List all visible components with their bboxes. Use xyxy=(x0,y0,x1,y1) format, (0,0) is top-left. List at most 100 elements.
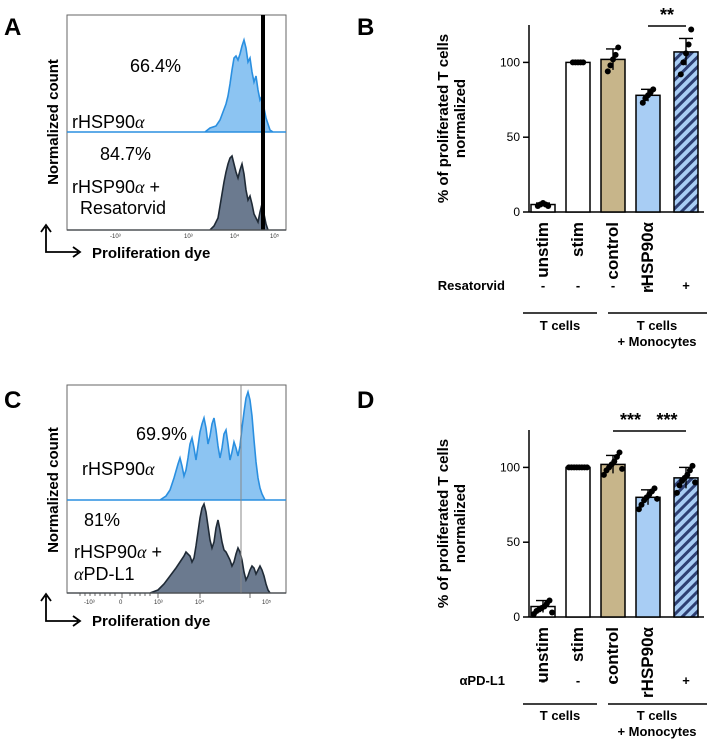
panel-b-category-label: rHSP90α xyxy=(638,221,657,292)
panel-b-ytick-label: 0 xyxy=(513,205,520,219)
panel-a-bottom-label: rHSP90α + xyxy=(72,177,160,197)
panel-a-xlabel: Proliferation dye xyxy=(92,245,210,262)
panel-c-tick-2: 0 xyxy=(119,600,123,606)
panel-d-bar xyxy=(673,477,699,618)
panel-letter-b: B xyxy=(357,14,374,41)
panel-c-tick-3: 10³ xyxy=(154,600,163,606)
panel-d-data-point xyxy=(684,471,691,478)
panel-c-top-label-greek: α xyxy=(145,459,155,479)
panel-d-data-point xyxy=(616,449,623,456)
panel-d-group-label: + Monocytes xyxy=(617,724,696,739)
panel-c-top-label: rHSP90α xyxy=(82,459,155,479)
panel-a-tick-4: 10⁵ xyxy=(270,233,280,240)
panel-c-bottom-label-line2: αPD-L1 xyxy=(74,564,134,584)
panel-d-data-point xyxy=(635,506,642,513)
panel-b-treatment-value: - xyxy=(541,278,545,293)
panel-a-bottom-percent: 84.7% xyxy=(100,144,151,164)
panel-d-data-point xyxy=(549,609,556,616)
panel-b-category-label: control xyxy=(603,222,622,280)
panel-a-top-percent: 66.4% xyxy=(130,56,181,76)
panel-c-tick-marks xyxy=(79,593,251,598)
panel-c-top-histogram xyxy=(67,389,286,501)
panel-c-ylabel: Normalized count xyxy=(45,427,62,553)
panel-d-bar xyxy=(635,496,661,618)
panel-b-bar xyxy=(565,61,591,213)
panel-c-histogram: 69.9% rHSP90α 81% rHSP90α + αPD-L1 -10³ … xyxy=(40,384,287,630)
panel-b-data-point xyxy=(580,59,587,66)
panel-b-ytick-label: 50 xyxy=(507,130,521,144)
panel-b-data-point xyxy=(650,86,657,93)
panel-c-bottom-histogram xyxy=(67,501,286,594)
panel-b-group-label: T cells xyxy=(540,318,580,333)
panel-a-bottom-label-greek: α xyxy=(135,177,145,197)
panel-d-data-point xyxy=(676,482,683,489)
panel-b-data-point xyxy=(604,68,611,75)
panel-a-tick-3: 10⁴ xyxy=(230,233,240,240)
panel-c-tick-1: -10³ xyxy=(84,600,95,606)
panel-d-category-label: stim xyxy=(568,627,587,662)
panel-d-group-label: T cells xyxy=(540,708,580,723)
panel-d-data-point xyxy=(613,453,620,460)
panel-a-top-label: rHSP90α xyxy=(72,112,145,132)
panel-d-data-point xyxy=(584,464,591,471)
panel-b-bar-chart: 0 50 100 % of proliferated T cells normalize… xyxy=(435,5,707,349)
panel-b-treatment-value: + xyxy=(682,278,690,293)
panel-c-tick-5: 10⁵ xyxy=(262,599,272,606)
panel-c-bottom-label-line2-greek: α xyxy=(74,564,84,584)
panel-d-data-point xyxy=(689,462,696,469)
panel-b-sig-label: ** xyxy=(660,5,674,25)
panel-c-bottom-label-line2-rest: PD-L1 xyxy=(83,564,134,584)
panel-b-ylabel-line1: % of proliferated T cells xyxy=(435,34,452,203)
panel-d-treatment-value: - xyxy=(576,673,580,688)
panel-b-treatment-value: - xyxy=(646,278,650,293)
panel-b-group-label: + Monocytes xyxy=(617,334,696,349)
panel-a-tick-2: 10³ xyxy=(184,234,193,240)
panel-a-bottom-label-line2: Resatorvid xyxy=(80,198,166,218)
panel-d-data-point xyxy=(686,467,693,474)
panel-b-data-point xyxy=(680,59,687,66)
panel-d-treatment-value: - xyxy=(611,673,615,688)
panel-d-data-point xyxy=(611,458,618,465)
panel-a-top-label-greek: α xyxy=(135,112,145,132)
panel-d-bar-chart: 0 50 100 % of proliferated T cells normalize… xyxy=(435,410,707,739)
panel-c-bottom-label-suffix: + xyxy=(146,542,162,562)
panel-d-data-point xyxy=(654,495,661,502)
panel-b-treatment-value: - xyxy=(611,278,615,293)
panel-d-data-point xyxy=(600,471,607,478)
panel-c-xlabel: Proliferation dye xyxy=(92,613,210,630)
panel-b-data-point xyxy=(683,50,689,57)
panel-a-top-label-main: rHSP90 xyxy=(72,112,135,132)
panel-b-treatment-value: - xyxy=(576,278,580,293)
panel-c-top-percent: 69.9% xyxy=(136,424,187,444)
panel-d-data-point xyxy=(673,489,680,496)
panel-b-data-point xyxy=(677,71,684,78)
panel-d-sig-label: *** xyxy=(656,410,677,430)
panel-d-data-point xyxy=(546,597,553,604)
panel-d-treatment-value: - xyxy=(541,673,545,688)
panel-a-bottom-label-main: rHSP90 xyxy=(72,177,135,197)
panel-b-bar xyxy=(600,58,626,213)
panel-b-group-label: T cells xyxy=(637,318,677,333)
panel-a-ylabel: Normalized count xyxy=(45,59,62,185)
panel-d-treatment-value: - xyxy=(646,673,650,688)
panel-d-bar xyxy=(600,463,626,618)
panel-d-bar xyxy=(565,466,591,618)
panel-a-axes-arrow-icon xyxy=(40,223,82,258)
panel-a-tick-1: -10³ xyxy=(110,234,121,240)
panel-d-sig-label: *** xyxy=(620,410,641,430)
panel-d-category-label: control xyxy=(603,627,622,685)
panel-b-treatment-name: Resatorvid xyxy=(438,278,505,293)
panel-b-data-point xyxy=(685,41,692,48)
panel-d-ytick-label: 0 xyxy=(513,610,520,624)
panel-b-data-point xyxy=(615,44,622,51)
panel-b-ytick-label: 100 xyxy=(500,55,520,69)
panel-b-category-label: unstim xyxy=(533,222,552,278)
panel-c-top-label-main: rHSP90 xyxy=(82,459,145,479)
panel-b-data-point xyxy=(612,51,619,58)
panel-d-data-point xyxy=(638,501,645,508)
panel-d-data-point xyxy=(651,485,658,492)
panel-b-bar xyxy=(635,94,661,213)
panel-c-bottom-label-main: rHSP90 xyxy=(74,542,137,562)
panel-c-bottom-percent: 81% xyxy=(84,510,120,530)
